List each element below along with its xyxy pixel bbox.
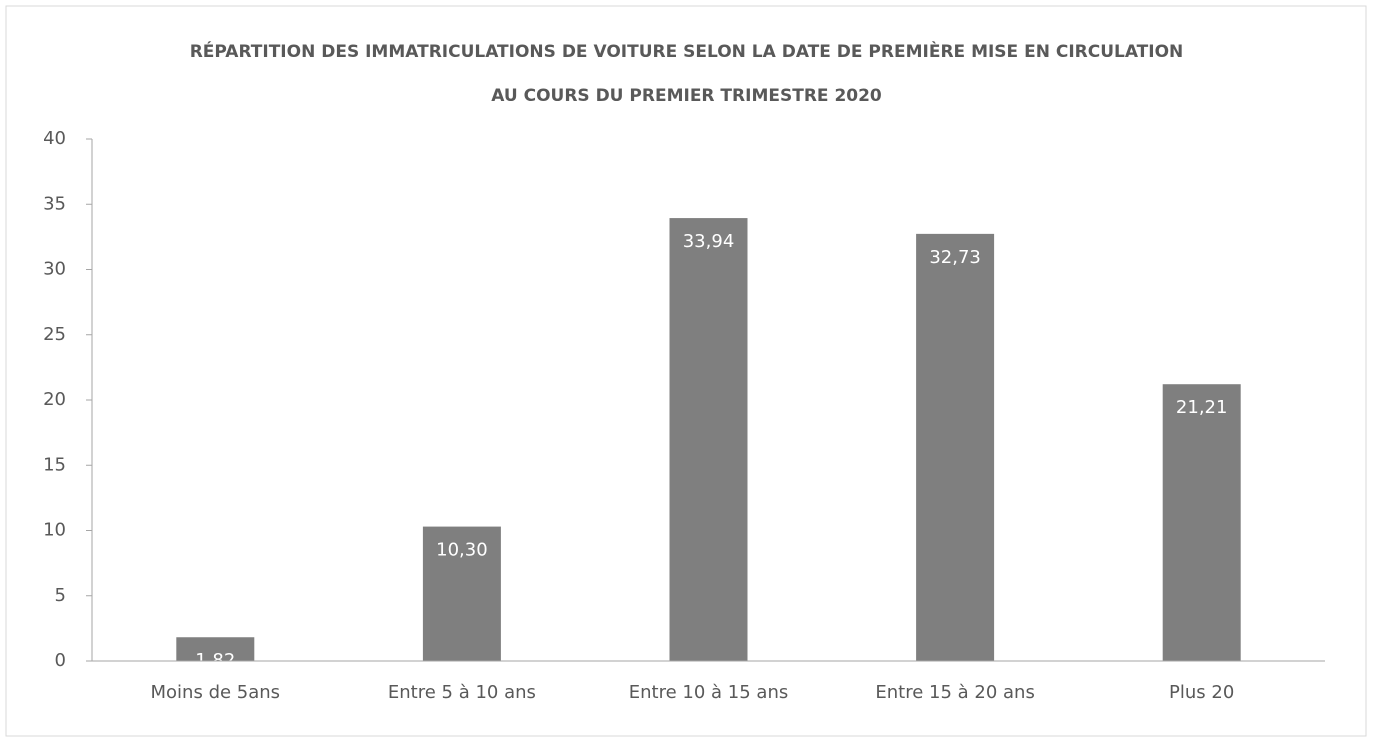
bar	[669, 218, 748, 661]
x-tick-label: Entre 10 à 15 ans	[629, 682, 788, 703]
x-tick-label: Moins de 5ans	[151, 682, 281, 703]
data-label: 32,73	[929, 247, 981, 268]
bar	[1162, 384, 1241, 661]
bar	[422, 526, 501, 661]
y-tick-label: 30	[43, 259, 66, 280]
data-label: 10,30	[436, 540, 488, 561]
bar	[176, 637, 255, 661]
y-tick-label: 10	[43, 520, 66, 541]
y-tick-label: 25	[43, 324, 66, 345]
y-tick-label: 20	[43, 389, 66, 410]
x-tick-label: Entre 15 à 20 ans	[875, 682, 1034, 703]
data-label: 21,21	[1176, 397, 1228, 418]
bar	[916, 233, 995, 661]
y-tick-label: 35	[43, 193, 66, 214]
y-tick-label: 40	[43, 128, 66, 149]
y-tick-label: 5	[55, 585, 66, 606]
chart-title: RÉPARTITION DES IMMATRICULATIONS DE VOIT…	[189, 42, 1184, 106]
x-tick-label: Plus 20	[1169, 682, 1234, 703]
y-tick-label: 15	[43, 454, 66, 475]
data-label: 33,94	[683, 231, 735, 252]
x-tick-label: Entre 5 à 10 ans	[388, 682, 536, 703]
y-tick-label: 0	[55, 650, 66, 671]
chart-border	[5, 5, 1367, 737]
